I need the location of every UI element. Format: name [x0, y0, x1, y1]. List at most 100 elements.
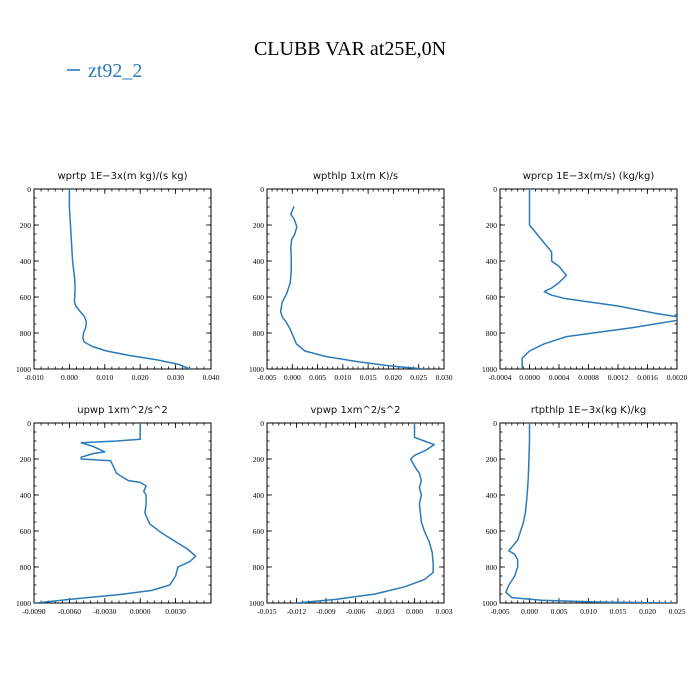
x-tick-label: 0.0016 — [637, 373, 658, 382]
x-tick-label: -0.009 — [316, 607, 336, 616]
x-tick-label: 0.000 — [61, 373, 78, 382]
y-tick-label: 1000 — [16, 599, 31, 608]
y-tick-label: 0 — [493, 185, 497, 194]
plot-frame — [266, 188, 445, 370]
x-tick-label: 0.000 — [406, 607, 423, 616]
y-tick-label: 200 — [486, 455, 498, 464]
y-tick-label: 400 — [20, 257, 32, 266]
y-tick-label: 800 — [486, 563, 498, 572]
plot-frame — [33, 422, 212, 604]
x-tick-label: 0.005 — [551, 607, 568, 616]
x-tick-label: 0.0030 — [165, 607, 186, 616]
y-tick-label: 400 — [253, 491, 265, 500]
plot-frame — [499, 188, 678, 370]
chart-panel: rtpthlp 1E−3x(kg K)/kg -0.005 0.000 0.005 0.… — [482, 405, 686, 616]
chart-panel: wprcp 1E−3x(m/s) (kg/kg) -0.0004 0.0000 0.0… — [482, 171, 688, 382]
x-tick-label: 0.010 — [96, 373, 113, 382]
x-tick-label: -0.010 — [24, 373, 44, 382]
y-tick-label: 600 — [486, 293, 498, 302]
chart-panel: upwp 1xm^2/s^2 -0.0090 -0.0060 -0.0030 0.000… — [16, 405, 212, 616]
x-tick-label: -0.0090 — [22, 607, 45, 616]
x-tick-label: -0.012 — [287, 607, 307, 616]
y-tick-label: 600 — [486, 527, 498, 536]
x-tick-label: 0.015 — [360, 373, 377, 382]
y-tick-label: 600 — [253, 293, 265, 302]
x-tick-label: 0.000 — [284, 373, 301, 382]
chart-panel: wprtp 1E−3x(m kg)/(s kg) -0.010 0.000 0.010… — [16, 171, 220, 382]
x-tick-label: 0.003 — [436, 607, 453, 616]
x-tick-label: 0.020 — [132, 373, 149, 382]
y-tick-label: 800 — [486, 329, 498, 338]
x-tick-label: -0.015 — [257, 607, 277, 616]
y-tick-label: 1000 — [16, 365, 31, 374]
y-tick-label: 0 — [493, 419, 497, 428]
x-tick-label: 0.0004 — [549, 373, 570, 382]
x-tick-label: 0.015 — [610, 607, 627, 616]
x-tick-label: -0.005 — [257, 373, 277, 382]
y-tick-label: 200 — [486, 221, 498, 230]
x-tick-label: 0.010 — [334, 373, 351, 382]
y-tick-label: 0 — [27, 185, 31, 194]
x-tick-label: -0.003 — [375, 607, 395, 616]
panel-title: rtpthlp 1E−3x(kg K)/kg — [531, 405, 646, 416]
y-tick-label: 400 — [486, 257, 498, 266]
y-tick-label: 1000 — [249, 599, 264, 608]
chart-panel: wpthlp 1x(m K)/s -0.005 0.000 0.005 0.010 0.0… — [249, 171, 453, 382]
y-tick-label: 200 — [20, 455, 32, 464]
y-tick-label: 1000 — [249, 365, 264, 374]
x-tick-label: 0.025 — [669, 607, 686, 616]
y-tick-label: 600 — [253, 527, 265, 536]
x-tick-label: 0.0008 — [578, 373, 599, 382]
y-tick-label: 400 — [20, 491, 32, 500]
x-tick-label: -0.0060 — [58, 607, 81, 616]
panel-title: wpthlp 1x(m K)/s — [313, 171, 398, 182]
panel-title: wprcp 1E−3x(m/s) (kg/kg) — [523, 171, 655, 182]
x-tick-label: 0.010 — [580, 607, 597, 616]
y-tick-label: 600 — [20, 527, 32, 536]
plot-frame — [499, 422, 678, 604]
y-tick-label: 1000 — [482, 599, 497, 608]
x-tick-label: 0.030 — [436, 373, 453, 382]
plot-frame — [33, 188, 212, 370]
chart-panel: vpwp 1xm^2/s^2 -0.015 -0.012 -0.009 -0.006 -0… — [249, 405, 453, 616]
y-tick-label: 400 — [253, 257, 265, 266]
y-tick-label: 200 — [253, 221, 265, 230]
y-tick-label: 200 — [20, 221, 32, 230]
y-tick-label: 800 — [20, 563, 32, 572]
x-tick-label: 0.020 — [385, 373, 402, 382]
y-tick-label: 800 — [20, 329, 32, 338]
plot-frame — [266, 422, 445, 604]
x-tick-label: 0.040 — [203, 373, 220, 382]
figure-title: CLUBB VAR at25E,0N — [254, 38, 446, 60]
panel-title: vpwp 1xm^2/s^2 — [310, 405, 400, 416]
profile-line — [521, 189, 677, 369]
x-tick-label: 0.005 — [309, 373, 326, 382]
profile-line — [35, 423, 197, 603]
y-tick-label: 400 — [486, 491, 498, 500]
y-tick-label: 200 — [253, 455, 265, 464]
panel-title: upwp 1xm^2/s^2 — [77, 405, 167, 416]
y-tick-label: 0 — [27, 419, 31, 428]
profile-line — [279, 206, 425, 369]
y-tick-label: 0 — [260, 419, 264, 428]
x-tick-label: -0.006 — [346, 607, 366, 616]
profile-line — [68, 189, 191, 369]
y-tick-label: 600 — [20, 293, 32, 302]
y-tick-label: 1000 — [482, 365, 497, 374]
x-tick-label: 0.025 — [410, 373, 427, 382]
profile-line — [505, 423, 672, 603]
y-tick-label: 0 — [260, 185, 264, 194]
x-tick-label: 0.0020 — [667, 373, 688, 382]
y-tick-label: 800 — [253, 563, 265, 572]
y-tick-label: 800 — [253, 329, 265, 338]
x-tick-label: -0.0004 — [488, 373, 511, 382]
x-tick-label: 0.030 — [167, 373, 184, 382]
x-tick-label: 0.020 — [639, 607, 656, 616]
x-tick-label: -0.0030 — [93, 607, 116, 616]
legend: zt92_2 — [67, 60, 142, 82]
legend-label: zt92_2 — [88, 60, 142, 82]
x-tick-label: 0.0012 — [608, 373, 629, 382]
x-tick-label: 0.0000 — [130, 607, 151, 616]
profile-line — [295, 423, 435, 603]
